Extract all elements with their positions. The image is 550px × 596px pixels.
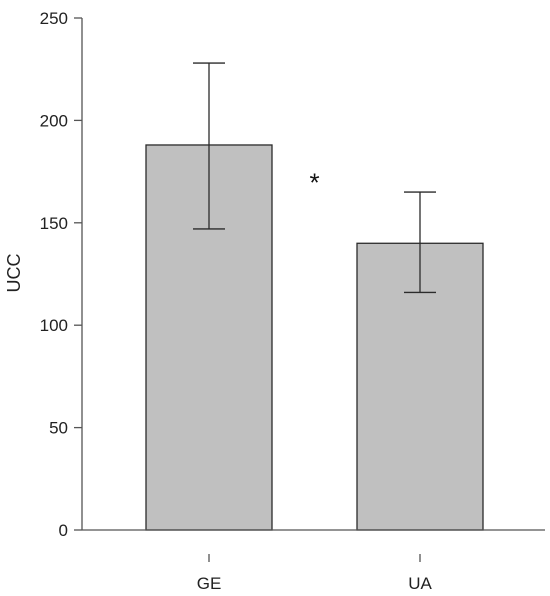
x-tick-label-ua: UA [408,574,432,593]
y-tick-label-150: 150 [40,214,68,233]
y-tick-label-250: 250 [40,9,68,28]
y-tick-label-50: 50 [49,419,68,438]
y-tick-label-0: 0 [59,521,68,540]
plot-area: GE UA 0 50 100 150 200 250 * [40,9,545,593]
y-tick-label-200: 200 [40,111,68,130]
y-axis-title: UCC [4,254,24,293]
x-tick-label-ge: GE [197,574,222,593]
significance-asterisk: * [309,168,319,198]
y-tick-label-100: 100 [40,316,68,335]
